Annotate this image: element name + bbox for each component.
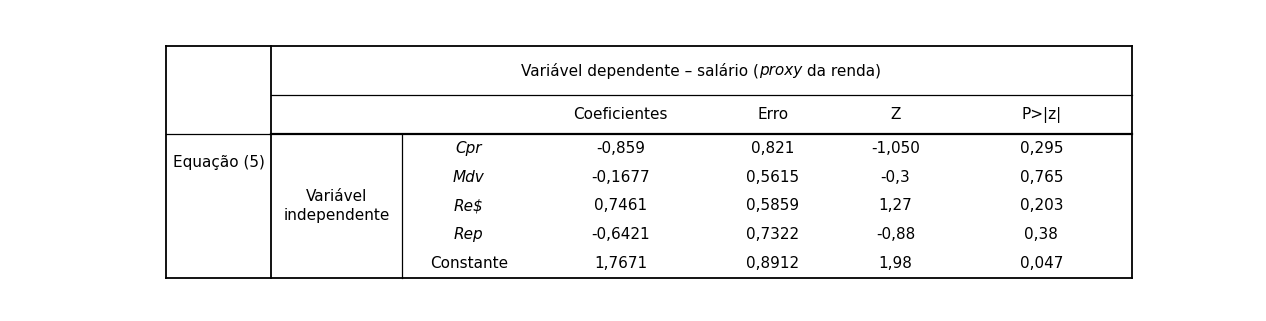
Text: Constante: Constante xyxy=(429,256,508,271)
Text: Coeficientes: Coeficientes xyxy=(573,107,668,122)
Text: -1,050: -1,050 xyxy=(871,141,920,156)
Text: P>|z|: P>|z| xyxy=(1022,107,1061,123)
Text: -0,1677: -0,1677 xyxy=(591,169,651,185)
Text: -0,88: -0,88 xyxy=(876,227,915,242)
Text: 0,203: 0,203 xyxy=(1019,198,1063,213)
Text: Rep: Rep xyxy=(454,227,484,242)
Text: 0,295: 0,295 xyxy=(1019,141,1063,156)
Text: Cpr: Cpr xyxy=(456,141,482,156)
Text: 0,5859: 0,5859 xyxy=(747,198,800,213)
Text: da renda): da renda) xyxy=(803,63,881,78)
Text: Variável dependente – salário (: Variável dependente – salário ( xyxy=(522,63,760,79)
Text: -0,859: -0,859 xyxy=(596,141,646,156)
Text: 0,821: 0,821 xyxy=(751,141,795,156)
Text: 1,98: 1,98 xyxy=(879,256,913,271)
Text: 0,7322: 0,7322 xyxy=(747,227,800,242)
Text: 0,047: 0,047 xyxy=(1019,256,1063,271)
Text: 0,7461: 0,7461 xyxy=(594,198,647,213)
Text: 0,38: 0,38 xyxy=(1024,227,1058,242)
Text: -0,3: -0,3 xyxy=(881,169,910,185)
Text: 0,8912: 0,8912 xyxy=(747,256,800,271)
Text: 0,5615: 0,5615 xyxy=(747,169,800,185)
Text: Mdv: Mdv xyxy=(453,169,485,185)
Text: proxy: proxy xyxy=(760,63,803,78)
Text: Z: Z xyxy=(890,107,901,122)
Text: Erro: Erro xyxy=(757,107,789,122)
Text: -0,6421: -0,6421 xyxy=(591,227,651,242)
Text: 1,7671: 1,7671 xyxy=(594,256,647,271)
Text: Variável
independente: Variável independente xyxy=(284,189,390,223)
Text: 1,27: 1,27 xyxy=(879,198,913,213)
Text: Equação (5): Equação (5) xyxy=(172,155,265,169)
Text: Re$: Re$ xyxy=(454,198,484,213)
Text: 0,765: 0,765 xyxy=(1019,169,1063,185)
